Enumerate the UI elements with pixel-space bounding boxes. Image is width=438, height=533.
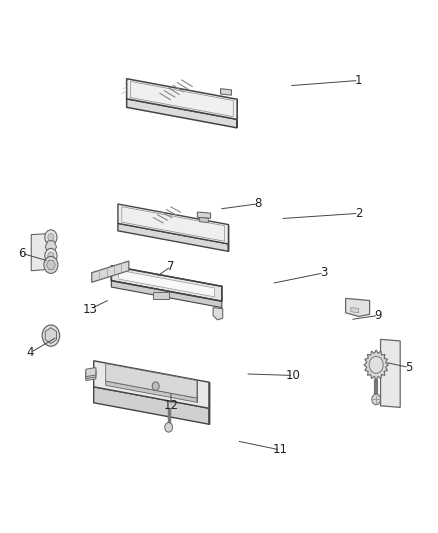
Polygon shape: [111, 266, 222, 301]
Text: 9: 9: [374, 309, 382, 322]
Text: 11: 11: [272, 443, 288, 456]
Text: 3: 3: [320, 266, 328, 279]
Circle shape: [152, 382, 159, 390]
Polygon shape: [221, 88, 231, 95]
Polygon shape: [106, 364, 197, 398]
Polygon shape: [31, 233, 51, 271]
Text: 12: 12: [163, 399, 178, 413]
Polygon shape: [351, 308, 359, 313]
Polygon shape: [200, 217, 208, 223]
Circle shape: [42, 325, 60, 346]
Polygon shape: [45, 241, 57, 253]
Circle shape: [45, 230, 57, 245]
Circle shape: [165, 423, 173, 432]
Text: 7: 7: [167, 260, 175, 273]
Circle shape: [372, 394, 381, 405]
Circle shape: [369, 357, 383, 373]
Polygon shape: [86, 372, 96, 381]
Polygon shape: [127, 99, 237, 128]
Circle shape: [48, 233, 54, 241]
Polygon shape: [94, 361, 209, 408]
Polygon shape: [381, 340, 400, 407]
Polygon shape: [111, 281, 222, 308]
Text: 6: 6: [18, 247, 25, 260]
Text: 5: 5: [405, 361, 413, 374]
Polygon shape: [198, 212, 211, 219]
Polygon shape: [46, 260, 55, 270]
Polygon shape: [119, 270, 215, 297]
Polygon shape: [92, 261, 129, 282]
Circle shape: [45, 248, 57, 263]
Polygon shape: [106, 381, 197, 402]
Text: 13: 13: [83, 303, 98, 316]
Text: 10: 10: [286, 369, 300, 382]
Circle shape: [48, 252, 54, 260]
Bar: [153, 292, 169, 300]
Polygon shape: [118, 223, 228, 252]
Polygon shape: [86, 368, 96, 377]
Polygon shape: [364, 350, 389, 379]
Circle shape: [44, 256, 58, 273]
Polygon shape: [45, 328, 57, 344]
Polygon shape: [346, 298, 370, 317]
Polygon shape: [213, 308, 223, 320]
Polygon shape: [127, 79, 237, 119]
Text: 4: 4: [27, 346, 34, 359]
Polygon shape: [86, 369, 96, 378]
Text: 2: 2: [355, 207, 363, 220]
Text: 8: 8: [254, 197, 262, 211]
Polygon shape: [94, 387, 209, 424]
Text: 1: 1: [355, 74, 363, 87]
Polygon shape: [118, 204, 228, 244]
